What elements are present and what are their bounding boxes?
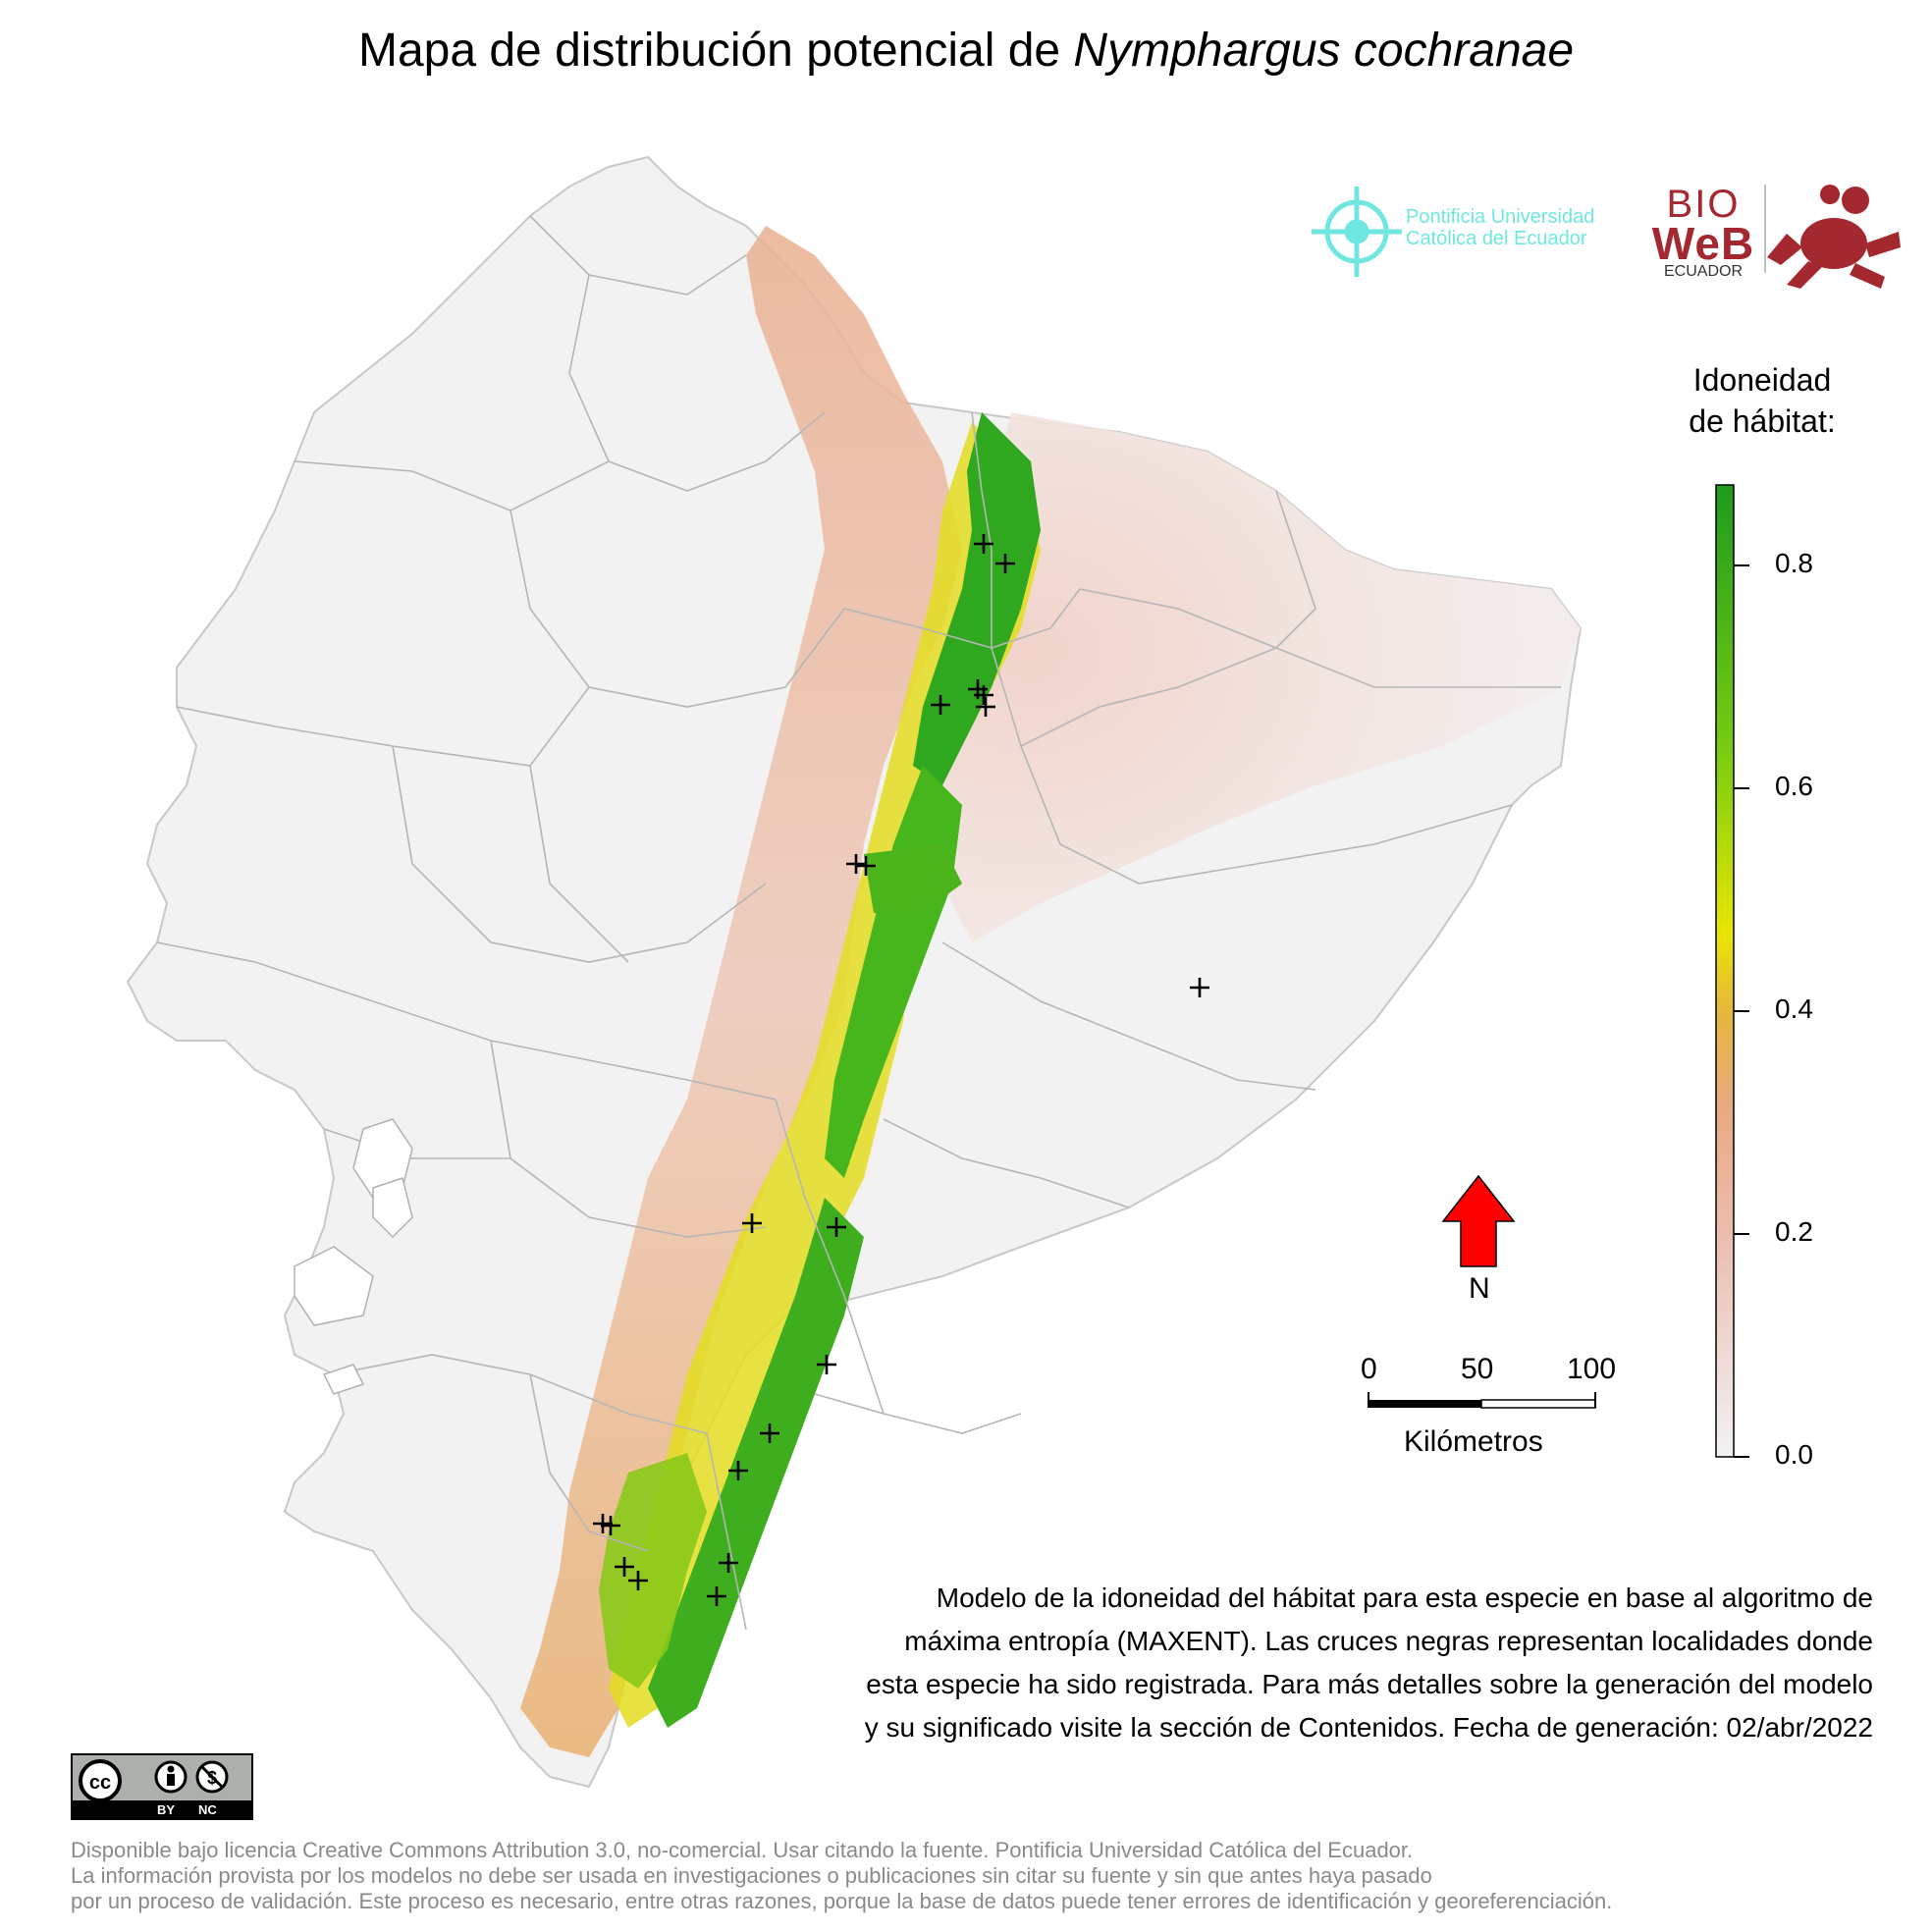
scale-bar xyxy=(1368,1392,1596,1409)
occurrence-cross xyxy=(728,1461,748,1480)
legend-tick-label: 0.4 xyxy=(1775,993,1813,1024)
bioweb-line1: BIO xyxy=(1666,183,1741,226)
legend-tick-label: 0.2 xyxy=(1775,1216,1813,1247)
svg-text:cc: cc xyxy=(89,1772,111,1794)
andes-band xyxy=(520,226,962,1757)
license-line: La información provista por los modelos … xyxy=(71,1863,1432,1888)
occurrence-cross xyxy=(601,1516,620,1535)
cc-icons: cc $ xyxy=(79,1759,229,1802)
occurrence-cross xyxy=(974,685,993,705)
scale-unit: Kilómetros xyxy=(1404,1425,1543,1458)
bioweb-line3: ECUADOR xyxy=(1663,263,1743,280)
green-core-southwest xyxy=(599,1453,707,1689)
legend-tick-label: 0.6 xyxy=(1775,771,1813,801)
caption-line: máxima entropía (MAXENT). Las cruces neg… xyxy=(904,1626,1873,1656)
scale-label-100: 100 xyxy=(1567,1353,1617,1385)
occurrence-cross xyxy=(846,854,866,874)
occurrence-cross xyxy=(742,1213,762,1233)
occurrence-cross xyxy=(976,697,995,717)
occurrence-cross xyxy=(817,1355,836,1374)
legend-title-line1: Idoneidad xyxy=(1692,362,1832,398)
legend-ticks xyxy=(1734,564,1749,1458)
occurrence-cross xyxy=(628,1571,648,1590)
occurrence-cross xyxy=(856,856,876,876)
occurrence-markers xyxy=(593,534,1209,1606)
occurrence-cross xyxy=(615,1557,634,1577)
map-caption: Modelo de la idoneidad del hábitat para … xyxy=(715,1577,1873,1749)
occurrence-cross xyxy=(760,1423,779,1443)
license-line: Disponible bajo licencia Creative Common… xyxy=(71,1838,1414,1862)
green-core-south xyxy=(648,1198,864,1728)
green-patch-cotopaxi xyxy=(864,844,962,913)
green-core-north xyxy=(913,412,1041,785)
occurrence-cross xyxy=(707,1586,726,1606)
map-title: Mapa de distribución potencial de Nympha… xyxy=(0,24,1932,78)
occurrence-cross xyxy=(1190,978,1209,997)
occurrence-cross xyxy=(995,554,1015,573)
guayaquil-islands xyxy=(294,1118,413,1395)
caption-line: esta especie ha sido registrada. Para má… xyxy=(866,1669,1873,1699)
caption-line: Modelo de la idoneidad del hábitat para … xyxy=(936,1583,1873,1613)
province-boundaries xyxy=(156,215,1561,1631)
occurrence-cross xyxy=(974,534,993,554)
license-line: por un proceso de validación. Este proce… xyxy=(71,1889,1613,1913)
puce-logo-icon xyxy=(1312,187,1402,277)
legend-tick-label: 0.0 xyxy=(1775,1439,1813,1470)
legend-tick-label: 0.8 xyxy=(1775,548,1813,578)
puce-line2: Católica del Ecuador xyxy=(1406,228,1587,249)
occurrence-cross xyxy=(719,1553,738,1573)
cc-by-label: BY xyxy=(157,1802,176,1817)
cc-license-badge: cc $ BY NC xyxy=(71,1753,253,1820)
north-arrow-icon xyxy=(1441,1174,1516,1267)
caption-line: y su significado visite la sección de Co… xyxy=(864,1712,1873,1743)
scale-label-0: 0 xyxy=(1361,1353,1377,1385)
bioweb-logo: BIO WeB ECUADOR xyxy=(1649,185,1757,281)
occurrence-cross xyxy=(827,1217,846,1237)
legend-title: Idoneidad de hábitat: xyxy=(1659,359,1865,442)
north-label: N xyxy=(1469,1272,1490,1305)
puce-logo-text: Pontificia Universidad Católica del Ecua… xyxy=(1406,206,1594,249)
occurrence-cross xyxy=(593,1514,613,1533)
legend-colorbar xyxy=(1715,484,1735,1458)
title-prefix: Mapa de distribución potencial de xyxy=(357,25,1074,77)
bioweb-line2: WeB xyxy=(1651,218,1755,269)
legend-title-line2: de hábitat: xyxy=(1689,403,1836,439)
frog-icon xyxy=(1767,185,1901,289)
scale-label-50: 50 xyxy=(1461,1353,1494,1385)
species-name: Nymphargus cochranae xyxy=(1073,25,1575,77)
puce-line1: Pontificia Universidad xyxy=(1406,206,1595,228)
cc-badge-bar xyxy=(73,1800,251,1818)
amazon-low-suitability xyxy=(933,412,1581,942)
occurrence-cross xyxy=(931,695,950,715)
cc-nc-label: NC xyxy=(198,1802,217,1817)
license-text: Disponible bajo licencia Creative Common… xyxy=(71,1838,1612,1914)
